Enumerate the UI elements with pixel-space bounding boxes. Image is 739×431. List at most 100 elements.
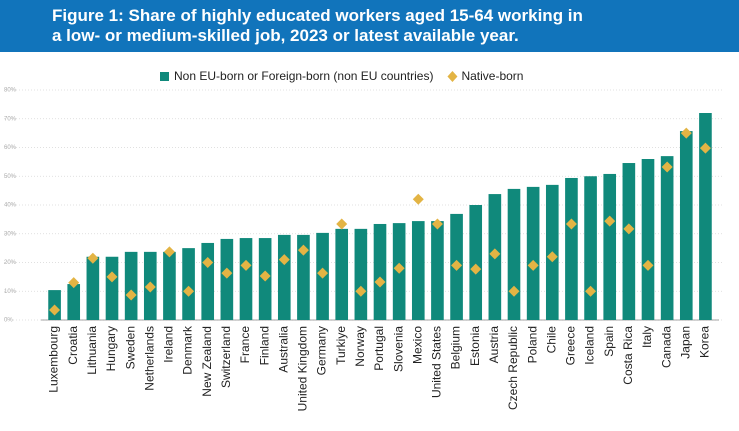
diamond-marker [470,263,482,275]
bar [297,234,310,320]
y-tick-label: 60% [4,145,17,151]
bar [335,228,349,320]
diamond-marker [240,259,252,271]
x-tick-label: Austria [487,326,501,364]
diamond-marker [489,248,501,260]
bar [239,238,253,320]
x-tick-label: Canada [659,326,673,368]
bar [565,177,578,320]
y-tick-label: 20% [4,260,17,266]
x-tick-label: Lithuania [85,326,99,375]
x-tick-label: United Kingdom [296,326,310,411]
x-tick-label: Italy [640,326,654,348]
bar [163,251,176,320]
x-tick-label: Norway [353,326,367,367]
bar [182,248,195,320]
diamond-marker [699,142,711,154]
y-tick-label: 0% [4,318,13,324]
x-tick-label: Mexico [410,326,424,364]
diamond-marker [604,215,616,227]
x-tick-label: Denmark [181,325,195,375]
y-tick-label: 80% [4,88,17,94]
x-tick-label: Luxembourg [47,326,61,393]
bar [526,186,540,320]
bar [105,256,119,320]
x-tick-label: France [238,326,252,364]
y-tick-label: 40% [4,203,17,209]
title-banner: Figure 1: Share of highly educated worke… [0,0,739,52]
x-tick-label: Portugal [372,326,386,371]
diamond-marker [412,193,424,205]
y-tick-label: 50% [4,174,17,180]
x-tick-label: Switzerland [219,326,233,388]
x-tick-label: Iceland [583,326,597,365]
x-tick-label: Croatia [66,326,80,365]
bar [373,223,387,320]
bar [220,238,234,320]
legend-label: Native-born [461,69,523,83]
diamond-marker [278,254,290,266]
diamond-marker [259,270,271,282]
diamond-marker [144,281,156,293]
bar [67,284,81,320]
diamond-marker [106,271,118,283]
diamond-marker [527,259,539,271]
diamond-marker [623,223,635,235]
x-tick-label: Costa Rica [621,326,635,385]
x-tick-label: Belgium [449,326,463,369]
diamond-marker [183,285,195,297]
diamond-marker [221,267,233,279]
x-tick-label: Turkiye [334,326,348,365]
legend-label: Non EU-born or Foreign-born (non EU coun… [174,69,433,83]
x-tick-label: Chile [544,326,558,354]
diamond-marker [202,257,214,268]
bar [699,113,712,320]
x-tick-label: Poland [525,326,539,363]
bar [411,221,425,320]
bar [124,251,138,320]
bar [641,159,655,320]
diamond-marker [680,127,692,139]
diamond-marker [87,252,99,264]
x-tick-label: Ireland [162,326,176,363]
x-tick-label: Hungary [104,326,118,371]
x-tick-label: Australia [276,326,290,373]
diamond-marker [374,276,386,288]
diamond-marker [317,267,329,279]
y-tick-label: 10% [4,289,17,295]
bar [679,131,693,320]
x-tick-label: Estonia [468,326,482,366]
title-line: Figure 1: Share of highly educated worke… [52,6,583,25]
bar [660,156,674,320]
bar [622,163,636,320]
diamond-marker [125,289,137,301]
diamond-marker [297,244,309,256]
diamond-marker [451,259,463,271]
x-tick-label: Sweden [123,326,137,369]
x-tick-label: United States [430,326,444,398]
x-tick-label: Slovenia [391,326,405,372]
bar [354,228,368,320]
diamond-marker [68,277,80,289]
bar [507,188,521,320]
title-line: a low- or medium-skilled job, 2023 or la… [52,26,519,45]
bar [86,256,100,320]
x-tick-label: Finland [257,326,271,365]
x-tick-label: Korea [698,326,712,358]
diamond-marker [508,285,520,297]
x-tick-label: Netherlands [142,326,156,391]
bar [584,176,597,320]
bar [603,173,617,320]
diamond-marker [336,218,348,230]
diamond-marker [585,285,597,297]
diamond-marker [393,262,405,274]
legend-swatch [447,71,458,82]
diamond-marker [565,218,577,230]
bar [469,205,483,320]
x-tick-label: New Zealand [200,326,214,397]
x-tick-label: Czech Republic [506,326,520,410]
diamond-marker [546,251,558,263]
diamond-marker [49,304,61,316]
